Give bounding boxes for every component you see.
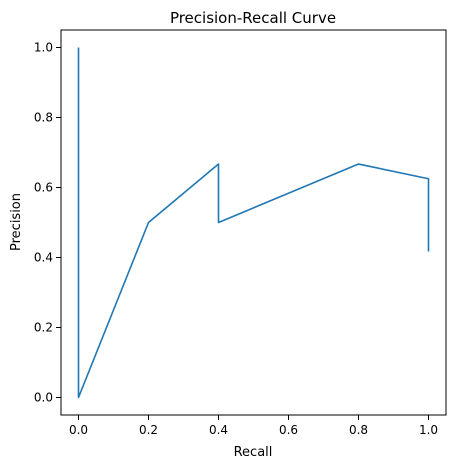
y-tick-label: 0.2: [34, 321, 53, 335]
series-layer: [77, 47, 430, 399]
x-axis-label: Recall: [234, 445, 273, 460]
plot-frame: [60, 29, 447, 416]
x-tick-label: 1.0: [419, 423, 438, 437]
x-tick-label: 0.6: [279, 423, 298, 437]
ticks-layer: 0.0 0.2 0.4 0.6 0.8 1.0 0.0 0.2 0.4 0.6 0.8 1.0: [34, 41, 438, 438]
precision-recall-line: [77, 47, 430, 399]
y-tick-label: 1.0: [34, 41, 53, 55]
y-axis-label: Precision: [9, 193, 24, 251]
x-tick-label: 0.8: [349, 423, 368, 437]
x-tick-label: 0.2: [139, 423, 158, 437]
chart-title: Precision-Recall Curve: [170, 9, 336, 27]
y-tick-label: 0.6: [34, 181, 53, 195]
y-tick-label: 0.0: [34, 391, 53, 405]
x-tick-label: 0.0: [69, 423, 88, 437]
y-tick-label: 0.8: [34, 111, 53, 125]
y-tick-label: 0.4: [34, 251, 53, 265]
x-tick-label: 0.4: [209, 423, 228, 437]
